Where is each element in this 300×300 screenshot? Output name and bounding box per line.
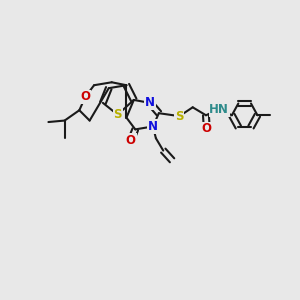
Text: N: N (145, 96, 155, 110)
Text: O: O (126, 134, 136, 147)
Text: S: S (113, 108, 122, 121)
Text: N: N (148, 120, 158, 133)
Text: HN: HN (209, 103, 229, 116)
Text: O: O (202, 122, 212, 135)
Text: O: O (80, 91, 90, 103)
Text: S: S (175, 110, 184, 123)
